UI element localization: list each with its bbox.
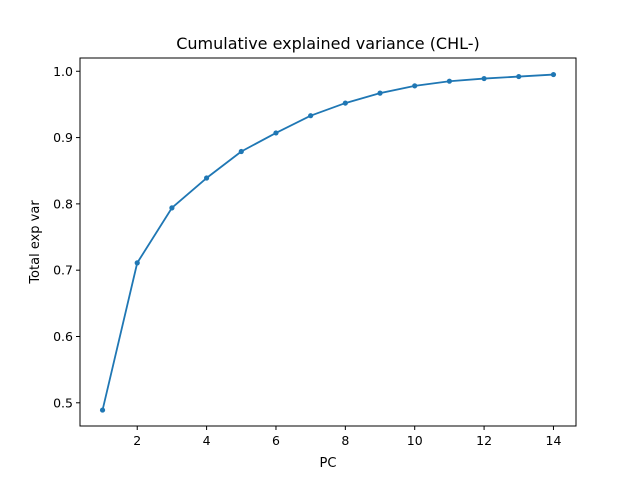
x-axis-ticks: 2 4 6 8 10 12 14	[133, 426, 561, 448]
x-tick-label: 2	[133, 433, 141, 448]
data-point	[273, 130, 279, 136]
y-tick-label: 0.7	[53, 263, 73, 278]
y-axis-label: Total exp var	[28, 200, 43, 285]
x-tick-label: 4	[203, 433, 211, 448]
data-point	[516, 73, 522, 80]
chart-title: Cumulative explained variance (CHL-)	[176, 34, 480, 53]
data-point	[134, 260, 140, 266]
data-point	[308, 113, 314, 119]
x-tick-label: 14	[546, 433, 562, 448]
x-tick-label: 6	[272, 433, 280, 448]
series-line	[101, 73, 554, 411]
data-point	[412, 83, 418, 89]
series-group	[99, 71, 557, 413]
data-point	[377, 90, 383, 96]
x-tick-label: 8	[341, 433, 349, 448]
data-point	[342, 100, 348, 106]
y-tick-label: 0.9	[53, 130, 73, 145]
data-point	[99, 407, 106, 413]
plot-frame	[79, 57, 577, 427]
data-point	[204, 175, 210, 181]
y-axis-ticks: 0.5 0.6 0.7 0.8 0.9 1.0	[53, 64, 80, 410]
y-tick-label: 1.0	[53, 64, 73, 79]
x-axis-label: PC	[320, 456, 337, 471]
data-point	[446, 78, 452, 84]
data-point	[550, 71, 557, 78]
x-tick-label: 10	[407, 433, 423, 448]
data-point	[481, 75, 487, 82]
y-tick-label: 0.5	[53, 395, 73, 410]
data-point	[238, 148, 244, 155]
data-point	[169, 205, 175, 211]
y-tick-label: 0.8	[53, 196, 73, 211]
x-tick-label: 12	[476, 433, 492, 448]
y-tick-label: 0.6	[53, 329, 73, 344]
